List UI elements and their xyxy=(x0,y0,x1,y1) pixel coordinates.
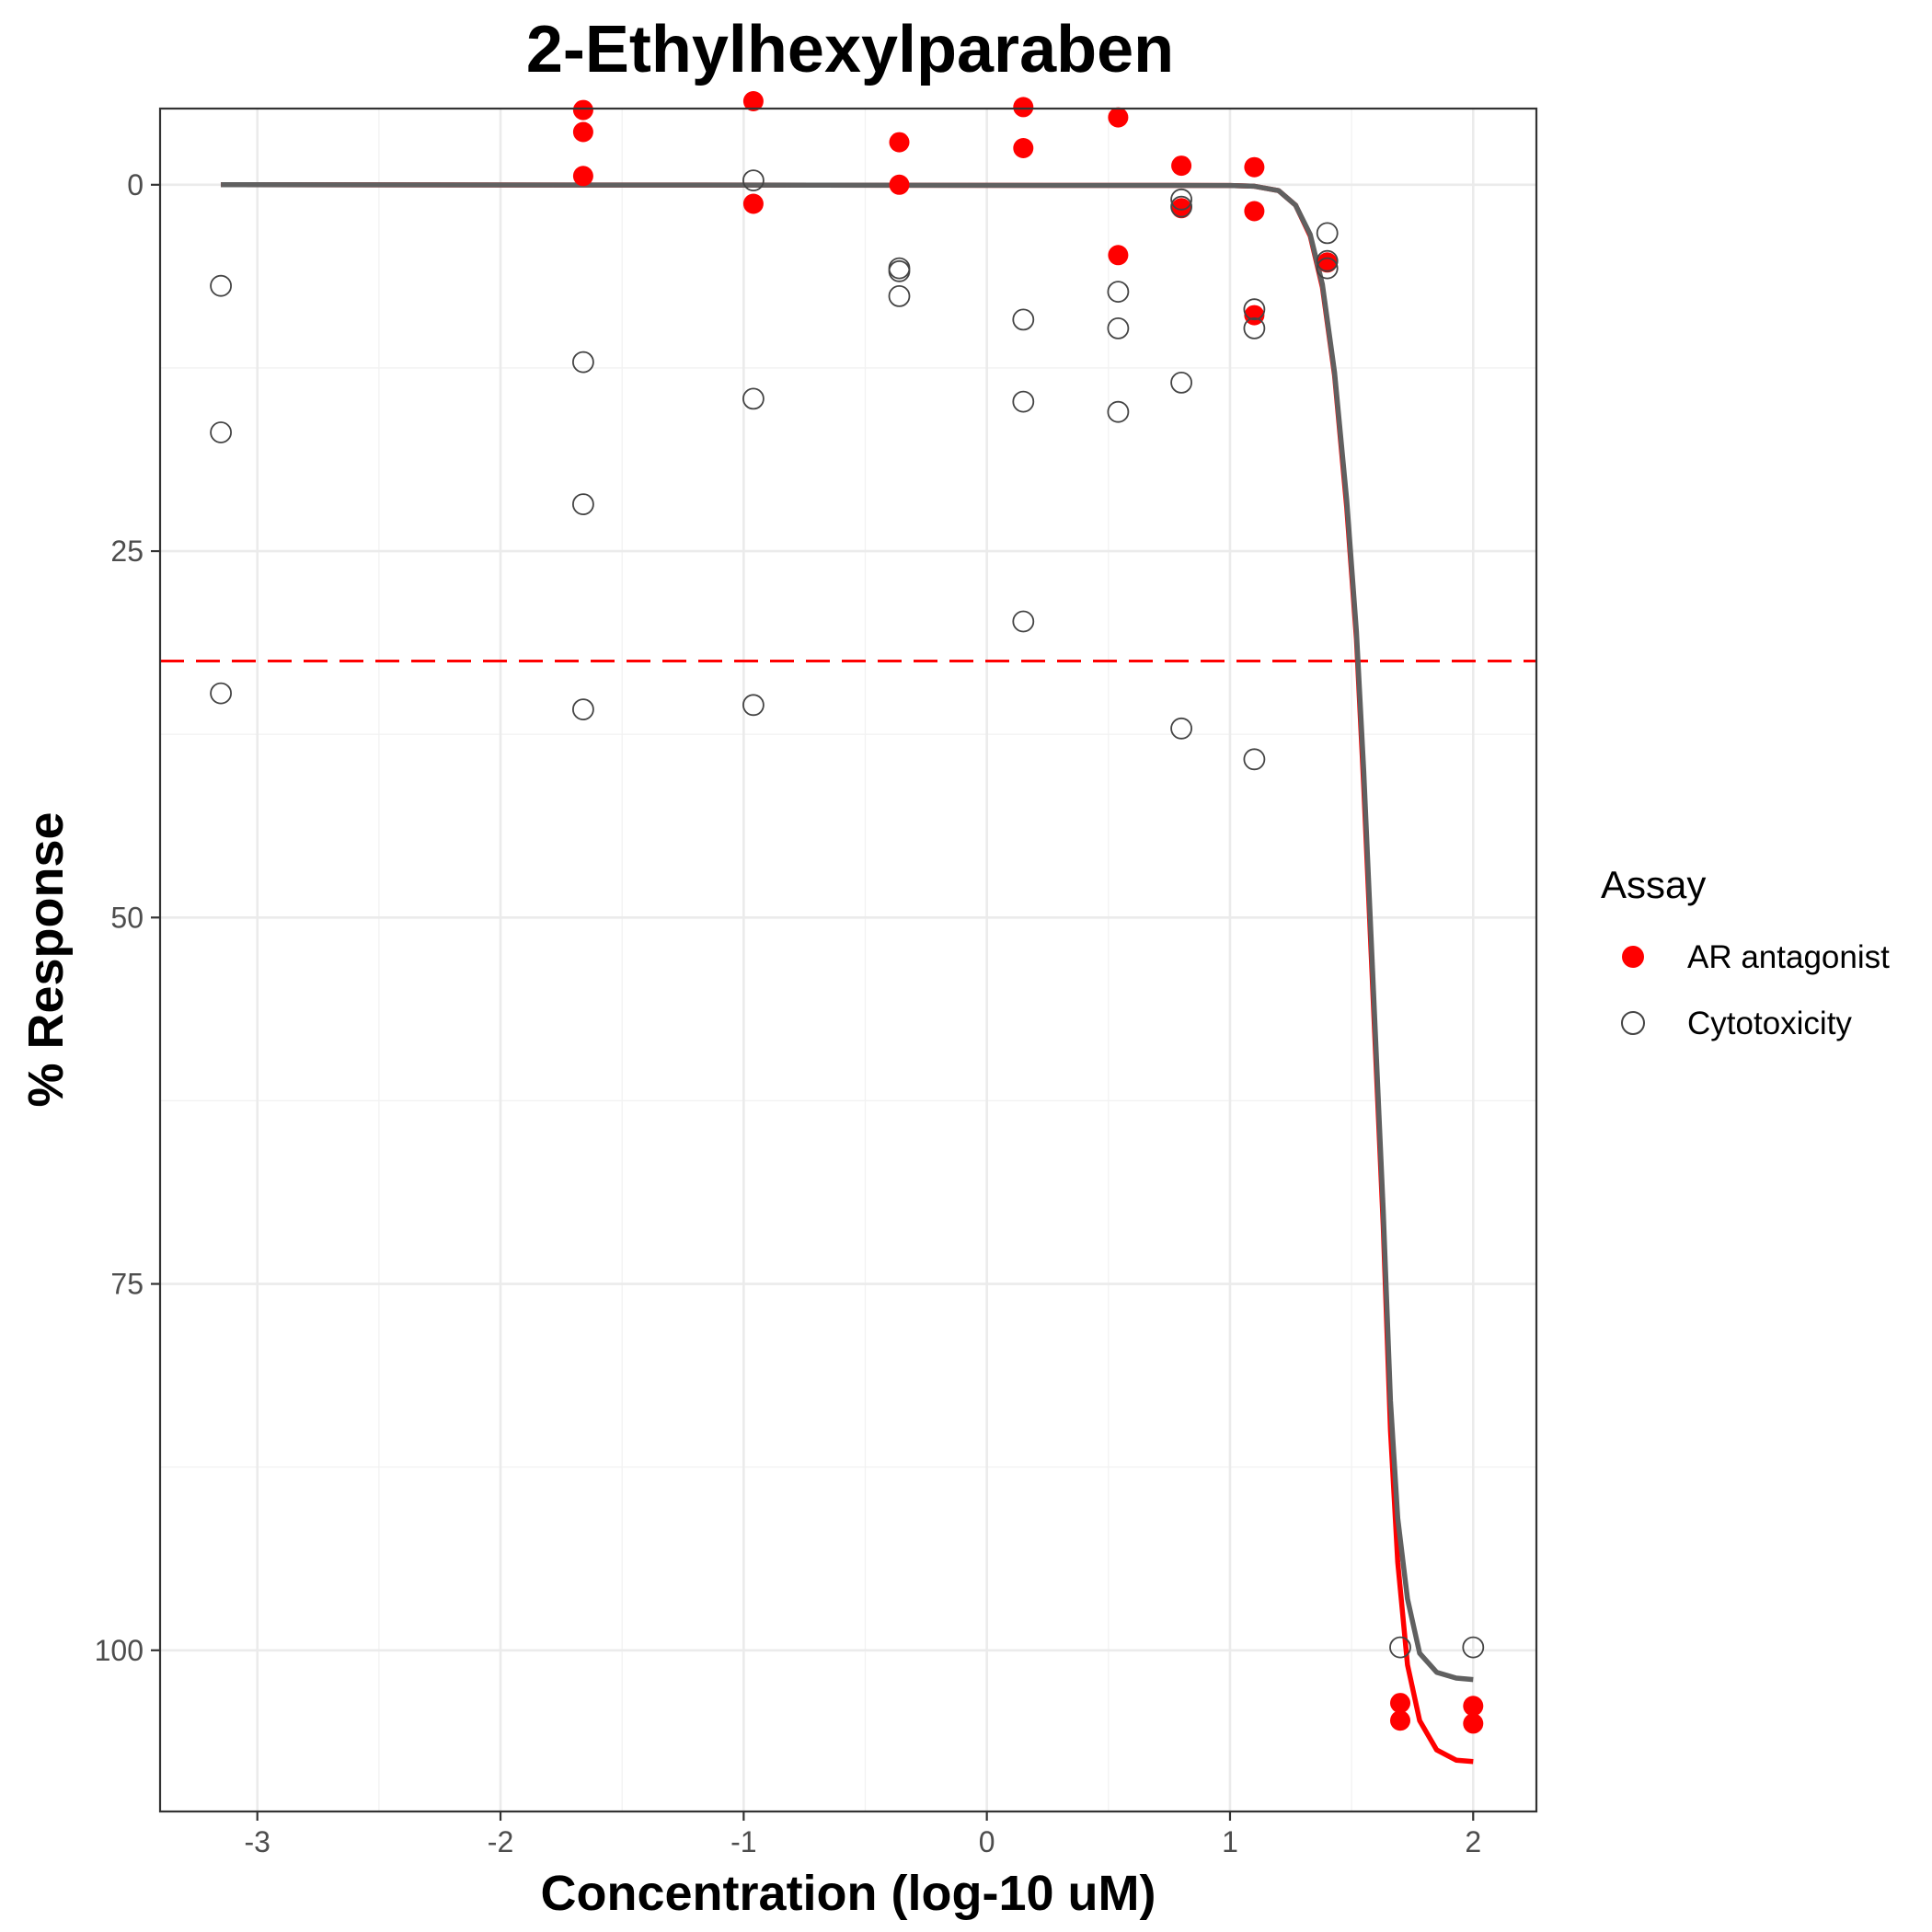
point-cytotoxicity xyxy=(572,698,594,720)
fit-curves xyxy=(221,182,1474,1765)
legend-label-cytotoxicity: Cytotoxicity xyxy=(1687,1006,1852,1041)
point-ar-antagonist xyxy=(572,99,593,121)
point-cytotoxicity xyxy=(1107,281,1130,304)
point-cytotoxicity xyxy=(1243,748,1266,771)
point-ar-antagonist xyxy=(889,132,910,153)
point-cytotoxicity xyxy=(572,493,594,515)
point-cytotoxicity xyxy=(1243,298,1266,321)
point-cytotoxicity xyxy=(1012,308,1035,331)
x-axis: -3 -2 -1 0 1 2 xyxy=(244,1811,1481,1858)
point-ar-antagonist xyxy=(1244,201,1265,222)
point-ar-antagonist xyxy=(889,174,910,195)
chart-title: 2-Ethylhexylparaben xyxy=(526,13,1174,86)
point-cytotoxicity xyxy=(1170,371,1192,394)
data-points xyxy=(210,91,1485,1734)
x-tick-label: 1 xyxy=(1222,1825,1238,1858)
legend-title: Assay xyxy=(1601,863,1706,906)
point-cytotoxicity xyxy=(1243,316,1266,339)
point-cytotoxicity xyxy=(1107,400,1130,423)
point-cytotoxicity xyxy=(1107,316,1130,339)
y-tick-label: 75 xyxy=(110,1268,144,1301)
point-cytotoxicity xyxy=(888,284,911,307)
x-tick-label: 2 xyxy=(1465,1825,1481,1858)
point-cytotoxicity xyxy=(1389,1636,1411,1659)
y-tick-label: 0 xyxy=(127,168,144,201)
point-ar-antagonist xyxy=(1463,1696,1484,1717)
point-ar-antagonist xyxy=(1108,245,1129,266)
point-ar-antagonist xyxy=(1171,155,1192,177)
x-axis-title: Concentration (log-10 uM) xyxy=(541,1866,1156,1921)
y-tick-label: 100 xyxy=(95,1634,144,1667)
legend-label-ar-antagonist: AR antagonist xyxy=(1687,939,1890,975)
point-cytotoxicity xyxy=(1012,610,1035,633)
point-ar-antagonist xyxy=(572,166,593,187)
point-cytotoxicity xyxy=(1012,390,1035,413)
point-cytotoxicity xyxy=(1316,249,1339,272)
point-ar-antagonist xyxy=(1390,1693,1410,1714)
y-tick-label: 25 xyxy=(110,535,144,568)
legend-key-cytotoxicity xyxy=(1621,1011,1645,1035)
point-cytotoxicity xyxy=(1170,195,1192,218)
point-cytotoxicity xyxy=(742,169,765,192)
x-tick-label: -1 xyxy=(730,1825,756,1858)
point-ar-antagonist xyxy=(1171,198,1192,219)
point-ar-antagonist xyxy=(1013,97,1034,118)
plot-panel xyxy=(160,109,1536,1811)
point-cytotoxicity xyxy=(210,682,233,705)
legend-key-ar-antagonist xyxy=(1622,946,1644,968)
point-ar-antagonist xyxy=(742,193,764,214)
point-cytotoxicity xyxy=(1316,222,1339,245)
point-ar-antagonist xyxy=(1013,138,1034,158)
y-tick-label: 50 xyxy=(110,901,144,934)
point-ar-antagonist xyxy=(742,91,764,111)
point-cytotoxicity xyxy=(1462,1636,1485,1659)
point-cytotoxicity xyxy=(742,387,765,410)
point-cytotoxicity xyxy=(210,421,233,443)
point-ar-antagonist xyxy=(572,121,593,143)
point-cytotoxicity xyxy=(1170,717,1192,740)
y-axis: 0 25 50 75 100 xyxy=(95,168,160,1667)
point-ar-antagonist xyxy=(1390,1710,1410,1731)
grid-lines xyxy=(160,109,1536,1811)
point-cytotoxicity xyxy=(888,259,911,282)
y-axis-title: % Response xyxy=(18,811,74,1107)
point-cytotoxicity xyxy=(742,694,765,717)
point-cytotoxicity xyxy=(1316,257,1339,280)
legend: Assay AR antagonist Cytotoxicity xyxy=(1601,863,1890,1041)
fit-curve-cytotoxicity xyxy=(221,182,1474,1683)
point-cytotoxicity xyxy=(572,351,594,374)
x-tick-label: 0 xyxy=(979,1825,995,1858)
point-ar-antagonist xyxy=(1317,252,1338,273)
point-ar-antagonist xyxy=(1108,107,1129,128)
point-ar-antagonist xyxy=(1244,156,1265,178)
x-tick-label: -3 xyxy=(244,1825,270,1858)
x-tick-label: -2 xyxy=(488,1825,513,1858)
point-cytotoxicity xyxy=(210,274,233,297)
point-ar-antagonist xyxy=(1463,1713,1484,1734)
plot-border xyxy=(158,107,1538,1813)
point-cytotoxicity xyxy=(1170,188,1192,211)
